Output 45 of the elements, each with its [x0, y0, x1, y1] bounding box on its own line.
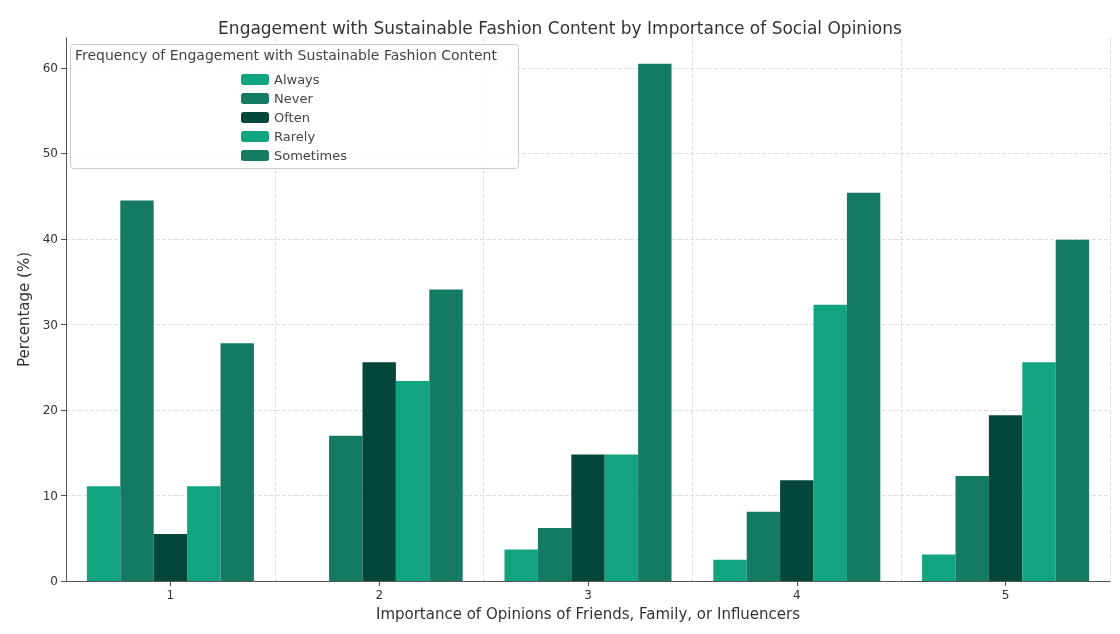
- bar: [1055, 239, 1090, 582]
- x-tick-label: 3: [584, 588, 592, 603]
- bar: [1022, 362, 1056, 582]
- bar: [395, 380, 430, 582]
- y-tick-label: 20: [42, 403, 58, 418]
- bar: [988, 415, 1023, 582]
- bar: [922, 554, 956, 582]
- x-tick-label: 1: [166, 588, 175, 603]
- bar: [571, 454, 605, 582]
- bar: [429, 289, 463, 582]
- x-axis-title: Importance of Opinions of Friends, Family, or Influencers: [375, 604, 801, 623]
- y-tick-label: 10: [42, 488, 58, 503]
- bar: [153, 534, 188, 582]
- legend-label: Always: [274, 72, 320, 87]
- y-tick-label: 40: [42, 231, 58, 246]
- y-tick-label: 0: [50, 574, 58, 589]
- y-tick-label: 60: [42, 60, 58, 75]
- x-tick-label: 5: [1001, 588, 1010, 603]
- bar: [504, 549, 538, 582]
- bar: [955, 475, 989, 582]
- legend-title: Frequency of Engagement with Sustainable Fashion Content: [75, 47, 498, 63]
- bar: [604, 454, 639, 582]
- bar: [780, 480, 814, 582]
- bar: [86, 486, 121, 582]
- bar: [813, 304, 847, 582]
- y-tick-label: 50: [42, 146, 58, 161]
- bar: [187, 486, 221, 582]
- bar: [537, 528, 572, 582]
- legend-label: Sometimes: [274, 148, 348, 163]
- bar: [746, 511, 781, 582]
- y-tick-label: 30: [42, 317, 58, 332]
- x-tick-label: 2: [375, 588, 384, 603]
- bar: [220, 343, 254, 582]
- bar: [120, 200, 154, 582]
- legend-label: Often: [274, 110, 310, 125]
- legend-label: Never: [274, 91, 314, 106]
- legend-label: Rarely: [274, 129, 316, 144]
- bar: [362, 362, 396, 582]
- bar: [638, 63, 672, 582]
- bar: [713, 559, 747, 582]
- bar: [846, 192, 881, 582]
- chart-title: Engagement with Sustainable Fashion Content by Importance of Social Opinions: [218, 17, 903, 38]
- y-axis-title: Percentage (%): [14, 252, 33, 368]
- bar: [329, 435, 363, 582]
- x-tick-label: 4: [792, 588, 801, 603]
